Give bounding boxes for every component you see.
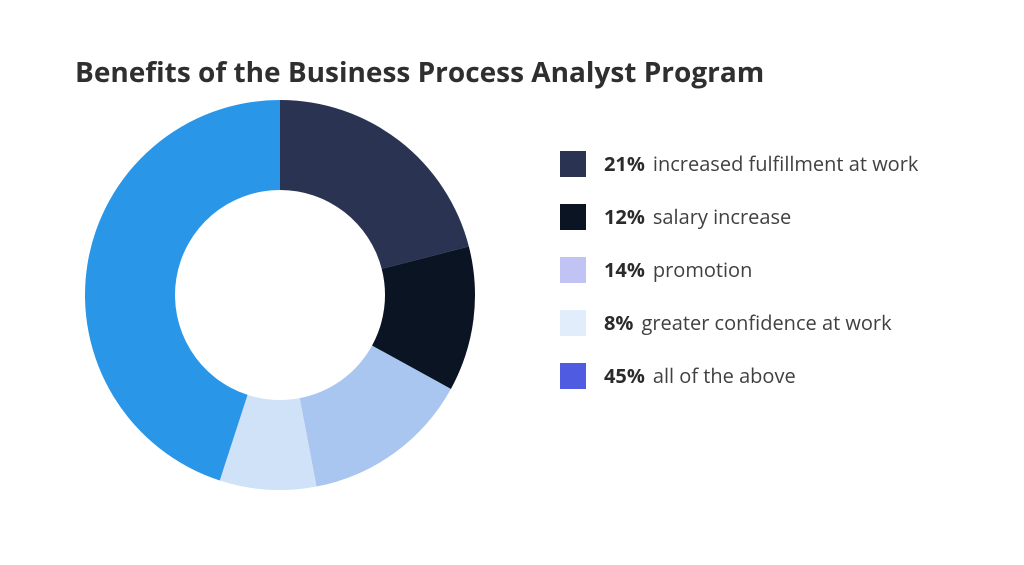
legend-swatch (560, 257, 586, 283)
legend-row-all_of_the_above: 45% all of the above (560, 362, 918, 389)
donut-chart (85, 100, 475, 490)
legend-percent: 45% (604, 362, 645, 389)
page: Benefits of the Business Process Analyst… (0, 0, 1024, 565)
legend-swatch (560, 310, 586, 336)
legend-percent: 8% (604, 309, 633, 336)
legend-percent: 14% (604, 256, 645, 283)
legend-label: all of the above (653, 362, 796, 389)
legend-row-greater_confidence: 8% greater confidence at work (560, 309, 918, 336)
donut-segment-increased_fulfillment (280, 100, 469, 269)
legend-row-promotion: 14% promotion (560, 256, 918, 283)
legend-percent: 21% (604, 150, 645, 177)
page-title: Benefits of the Business Process Analyst… (75, 53, 764, 91)
legend-label: promotion (653, 256, 752, 283)
legend: 21% increased fulfillment at work 12% salar… (560, 150, 918, 389)
legend-row-increased_fulfillment: 21% increased fulfillment at work (560, 150, 918, 177)
donut-chart-svg (85, 100, 475, 490)
legend-percent: 12% (604, 203, 645, 230)
legend-swatch (560, 151, 586, 177)
legend-label: increased fulfillment at work (653, 150, 919, 177)
legend-label: greater confidence at work (641, 309, 891, 336)
legend-label: salary increase (653, 203, 791, 230)
legend-swatch (560, 363, 586, 389)
legend-swatch (560, 204, 586, 230)
legend-row-salary_increase: 12% salary increase (560, 203, 918, 230)
